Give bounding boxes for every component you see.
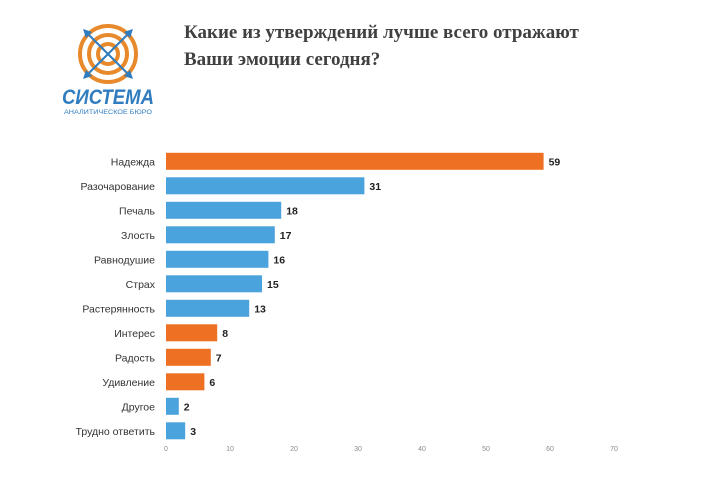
bar [166,324,218,342]
bar [166,201,282,219]
x-tick-label: 60 [546,446,554,453]
category-label: Страх [126,279,156,291]
logo-emblem [78,24,138,84]
category-label: Удивление [102,377,155,389]
data-label: 17 [280,230,292,242]
category-label: Равнодушие [94,254,155,266]
chart-title-line-2: Ваши эмоции сегодня? [184,49,381,70]
x-tick-label: 0 [164,446,168,453]
data-label: 13 [254,303,266,315]
chart-title: Какие из утверждений лучше всего отражаю… [184,19,684,73]
x-tick-label: 10 [226,446,234,453]
bar [166,177,365,195]
data-label: 16 [273,254,285,266]
bar [166,348,211,366]
x-tick-label: 30 [354,446,362,453]
data-label: 7 [216,352,222,364]
category-label: Растерянность [82,303,155,315]
data-label: 18 [286,205,298,217]
bar [166,152,544,170]
x-tick-label: 40 [418,446,426,453]
bar [166,250,269,268]
category-label: Злость [121,230,155,242]
category-label: Интерес [114,328,155,340]
bar [166,275,262,293]
data-label: 31 [369,181,381,193]
data-label: 6 [209,377,215,389]
data-label: 8 [222,328,228,340]
category-label: Разочарование [81,181,156,193]
bar [166,373,205,391]
category-label: Другое [122,401,156,413]
bar [166,299,250,317]
logo-wordmark: СИСТЕМА [62,86,154,109]
data-label: 59 [549,156,561,168]
x-tick-label: 50 [482,446,490,453]
data-label: 15 [267,279,279,291]
x-tick-label: 20 [290,446,298,453]
bar [166,226,275,244]
data-label: 3 [190,426,196,438]
category-label: Надежда [111,156,155,168]
logo-subtitle: АНАЛИТИЧЕСКОЕ БЮРО [64,109,152,116]
bar [166,397,179,415]
chart-title-line-1: Какие из утверждений лучше всего отражаю… [184,22,579,43]
bars [166,152,544,440]
category-label: Печаль [119,205,155,217]
x-tick-label: 70 [610,446,618,453]
data-label: 2 [184,401,190,413]
x-axis-tick-labels: 0 10 20 30 40 50 60 70 [164,446,618,453]
category-labels: Надежда Разочарование Печаль Злость Равнодуш… [76,156,156,438]
logo: СИСТЕМА АНАЛИТИЧЕСКОЕ БЮРО [62,24,154,116]
bar [166,422,186,440]
category-label: Радость [115,352,156,364]
category-label: Трудно ответить [76,426,156,438]
